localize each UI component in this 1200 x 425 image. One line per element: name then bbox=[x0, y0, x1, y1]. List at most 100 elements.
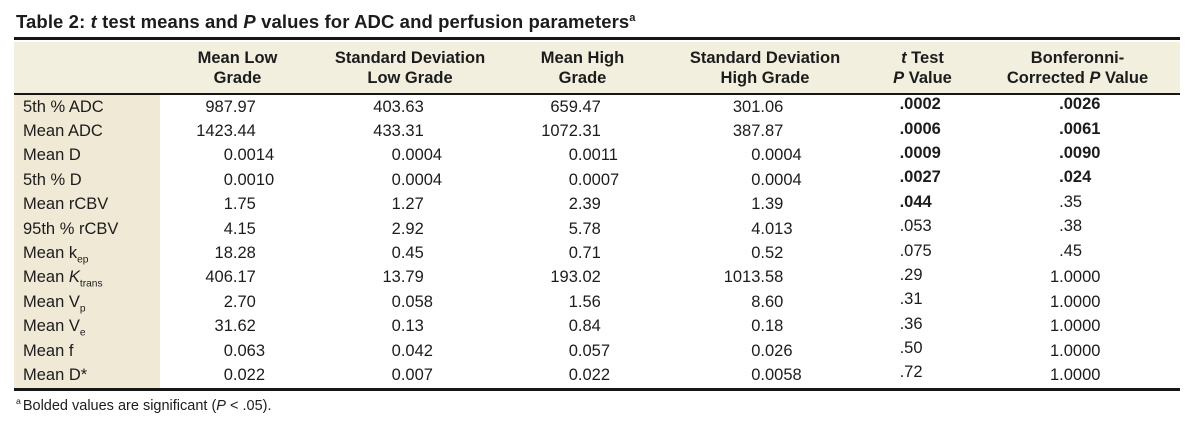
integer-part: 0 bbox=[568, 317, 578, 336]
text-segment: Bolded values are significant ( bbox=[22, 397, 217, 414]
text-segment: test means and bbox=[96, 11, 244, 32]
table-cell: 193.02 bbox=[505, 266, 660, 290]
row-label: Mean Vp bbox=[14, 290, 160, 315]
numeric-value: 1.0000 bbox=[1050, 317, 1105, 336]
numeric-value: .45 bbox=[1050, 242, 1105, 261]
table-cell: .0061 bbox=[975, 119, 1180, 143]
numeric-value: 0.057 bbox=[541, 342, 624, 361]
table-cell: 0.13 bbox=[315, 315, 505, 339]
integer-part: 2 bbox=[223, 292, 233, 311]
numeric-value: .0006 bbox=[900, 120, 946, 139]
fraction-part: .053 bbox=[899, 217, 932, 236]
fraction-part: .058 bbox=[400, 292, 433, 311]
table-cell: .0002 bbox=[870, 94, 975, 119]
table-cell: 0.0004 bbox=[315, 144, 505, 168]
table-cell: 987.97 bbox=[160, 94, 315, 119]
fraction-part: .72 bbox=[899, 363, 923, 382]
row-label: Mean Ktrans bbox=[14, 265, 160, 291]
numeric-value: 987.97 bbox=[196, 98, 279, 117]
numeric-value: 4.15 bbox=[196, 220, 279, 239]
text-segment: 95th % rCBV bbox=[23, 219, 119, 238]
table-cell: 5.78 bbox=[505, 217, 660, 241]
numeric-value: 0.0010 bbox=[196, 171, 279, 190]
table-cell: 387.87 bbox=[660, 119, 870, 143]
fraction-part: .0007 bbox=[577, 170, 620, 189]
integer-part: 2 bbox=[391, 219, 401, 238]
column-header: Bonferonni- Corrected P Value bbox=[975, 42, 1180, 95]
numeric-value: 0.022 bbox=[196, 366, 279, 385]
table-cell: 301.06 bbox=[660, 94, 870, 119]
integer-part: 1 bbox=[1049, 341, 1060, 360]
page: Table 2: t test means and P values for A… bbox=[14, 11, 1180, 414]
integer-part: 0 bbox=[223, 170, 233, 189]
fraction-part: .71 bbox=[577, 244, 601, 263]
fraction-part: .0011 bbox=[577, 146, 618, 165]
table-cell: 1013.58 bbox=[660, 266, 870, 290]
integer-part bbox=[1050, 242, 1059, 261]
fraction-part: .0000 bbox=[1059, 317, 1101, 336]
fraction-part: .92 bbox=[400, 219, 424, 238]
integer-part: 0 bbox=[391, 341, 401, 360]
fraction-part: .84 bbox=[577, 317, 601, 336]
integer-part: 18 bbox=[214, 244, 233, 263]
integer-part: 0 bbox=[391, 365, 401, 384]
fraction-part: .36 bbox=[899, 314, 923, 333]
integer-part: 8 bbox=[751, 292, 761, 311]
table-cell: 659.47 bbox=[505, 94, 660, 119]
table-cell: 0.0011 bbox=[505, 144, 660, 168]
fraction-part: .0000 bbox=[1059, 341, 1101, 360]
table-cell: .075 bbox=[870, 241, 975, 265]
table-row: Mean Ktrans 406.17 13.79 193.02 1013.58 .29 1.… bbox=[14, 265, 1180, 291]
text-segment: P bbox=[893, 69, 905, 87]
numeric-value: 0.042 bbox=[373, 342, 446, 361]
integer-part bbox=[1050, 95, 1059, 114]
fraction-part: .044 bbox=[899, 192, 932, 211]
table-cell: .0026 bbox=[975, 94, 1180, 119]
numeric-value: .044 bbox=[900, 193, 946, 212]
fraction-part: .013 bbox=[760, 219, 793, 238]
table-cell: 4.15 bbox=[160, 217, 315, 241]
table-cell: 2.92 bbox=[315, 217, 505, 241]
numeric-value: 1013.58 bbox=[724, 268, 807, 287]
table-cell: .35 bbox=[975, 193, 1180, 217]
table-row: Mean kep 18.28 0.45 0.71 0.52.075.45 bbox=[14, 241, 1180, 266]
fraction-part: .06 bbox=[760, 97, 784, 116]
table-cell: 1.0000 bbox=[975, 339, 1180, 363]
table-cell: 1.27 bbox=[315, 193, 505, 217]
fraction-part: .0058 bbox=[760, 365, 802, 384]
numeric-value: 31.62 bbox=[196, 317, 279, 336]
numeric-value: .36 bbox=[900, 315, 946, 334]
column-header: Standard Deviation Low Grade bbox=[315, 42, 505, 95]
numeric-value: 387.87 bbox=[724, 122, 807, 141]
numeric-value: 0.0004 bbox=[724, 171, 807, 190]
row-label: Mean D bbox=[14, 143, 160, 169]
fraction-part: .022 bbox=[577, 365, 611, 384]
numeric-value: 0.058 bbox=[373, 293, 446, 312]
text-segment: values for ADC and perfusion parameters bbox=[255, 11, 630, 32]
table-cell: .0009 bbox=[870, 144, 975, 168]
numeric-value: 0.063 bbox=[196, 342, 279, 361]
table-cell: 0.026 bbox=[660, 339, 870, 363]
text-segment: Grade bbox=[558, 69, 607, 87]
integer-part bbox=[1050, 217, 1059, 236]
numeric-value: 0.0007 bbox=[541, 171, 624, 190]
numeric-value: 0.0004 bbox=[724, 146, 807, 165]
table-cell: 0.042 bbox=[315, 339, 505, 363]
fraction-part: .78 bbox=[577, 219, 601, 238]
numeric-value: 193.02 bbox=[541, 268, 624, 287]
integer-part: 0 bbox=[751, 244, 761, 263]
table-cell: .38 bbox=[975, 217, 1180, 241]
numeric-value: .053 bbox=[900, 217, 946, 236]
fraction-part: .35 bbox=[1059, 192, 1083, 211]
integer-part: 13 bbox=[382, 268, 401, 287]
row-label: 95th % rCBV bbox=[14, 216, 160, 242]
numeric-value: .0061 bbox=[1050, 120, 1105, 139]
integer-part: 0 bbox=[568, 146, 578, 165]
integer-part: 0 bbox=[391, 146, 401, 165]
table-row: Mean Vp 2.70 0.058 1.56 8.60.31 1.0000 bbox=[14, 290, 1180, 315]
fraction-part: .0000 bbox=[1059, 268, 1101, 287]
fraction-part: .0027 bbox=[899, 168, 941, 187]
text-segment: a bbox=[16, 395, 21, 406]
fraction-part: .87 bbox=[760, 122, 784, 141]
numeric-value: 1.56 bbox=[541, 293, 624, 312]
